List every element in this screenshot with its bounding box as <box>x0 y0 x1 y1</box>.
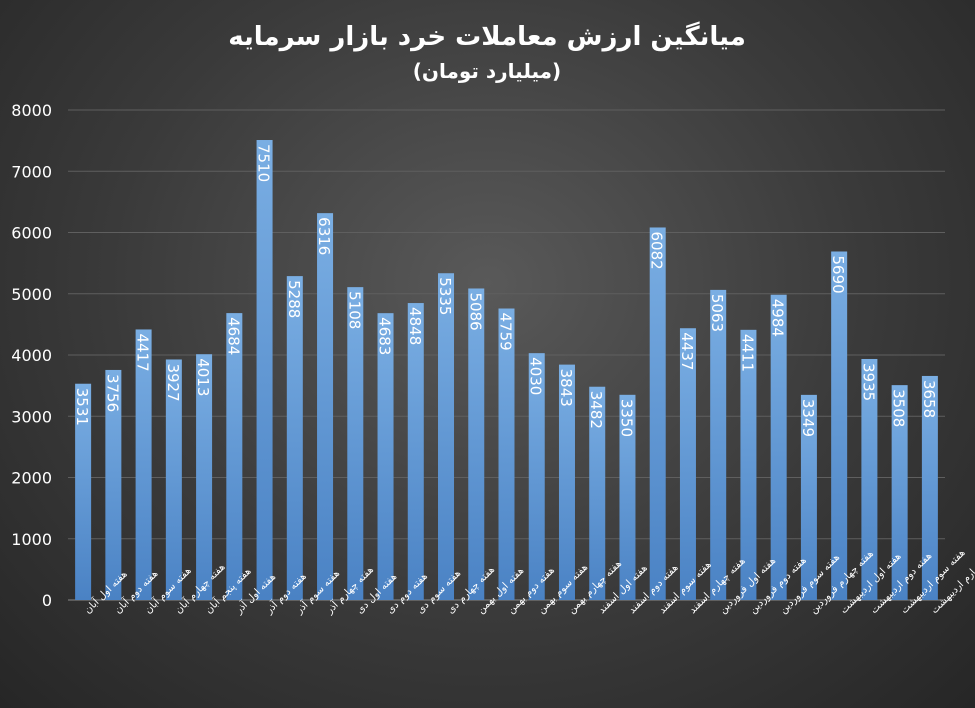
y-tick-label: 6000 <box>11 224 52 243</box>
data-label: 4848 <box>406 307 424 345</box>
bar <box>679 328 696 600</box>
data-label: 3658 <box>920 380 938 418</box>
data-label: 3482 <box>587 391 605 429</box>
bar <box>528 353 545 600</box>
data-label: 4013 <box>194 358 212 396</box>
data-label: 3843 <box>557 369 575 407</box>
data-label: 6082 <box>648 231 666 269</box>
bar <box>75 383 92 600</box>
bar <box>317 213 334 600</box>
bar <box>861 358 878 600</box>
bar <box>347 287 364 600</box>
bar <box>105 369 122 600</box>
data-label: 4759 <box>497 313 515 351</box>
data-label: 4030 <box>527 357 545 395</box>
data-label: 4417 <box>134 333 152 371</box>
chart-title: میانگین ارزش معاملات خرد بازار سرمایه <box>228 21 746 52</box>
data-label: 3935 <box>859 363 877 401</box>
bar <box>468 288 485 600</box>
y-tick-label: 4000 <box>11 346 52 365</box>
data-label: 4683 <box>376 317 394 355</box>
data-label: 5063 <box>708 294 726 332</box>
data-label: 4984 <box>769 299 787 337</box>
bar <box>800 394 817 600</box>
y-tick-label: 0 <box>42 591 52 610</box>
chart-subtitle: (میلیارد تومان) <box>413 59 561 83</box>
bar <box>921 375 938 600</box>
bar <box>226 313 243 600</box>
bar <box>256 140 273 600</box>
y-tick-label: 8000 <box>11 101 52 120</box>
bar <box>710 289 727 600</box>
data-label: 5335 <box>436 277 454 315</box>
data-label: 3756 <box>103 374 121 412</box>
y-tick-label: 5000 <box>11 285 52 304</box>
data-label: 4411 <box>738 334 756 372</box>
data-label: 3350 <box>617 399 635 437</box>
bar <box>286 276 303 600</box>
bar <box>407 303 424 600</box>
data-label: 5690 <box>829 255 847 293</box>
y-tick-label: 2000 <box>11 469 52 488</box>
data-label: 4437 <box>678 332 696 370</box>
y-tick-label: 3000 <box>11 407 52 426</box>
bar <box>740 329 757 600</box>
y-tick-label: 1000 <box>11 530 52 549</box>
bar <box>831 251 848 601</box>
bar <box>377 313 394 600</box>
bar <box>558 364 575 600</box>
bar <box>438 273 455 600</box>
bar <box>498 308 515 600</box>
data-label: 4684 <box>224 317 242 355</box>
bar <box>589 386 606 600</box>
data-label: 7510 <box>255 144 273 182</box>
data-label: 3508 <box>890 389 908 427</box>
bar <box>165 359 182 600</box>
bar <box>619 394 636 600</box>
bar <box>649 227 666 601</box>
data-label: 5108 <box>345 291 363 329</box>
bar <box>196 354 213 600</box>
data-label: 6316 <box>315 217 333 255</box>
data-label: 5086 <box>466 292 484 330</box>
bar <box>891 385 908 600</box>
bar <box>770 294 787 600</box>
bar <box>135 329 152 600</box>
data-label: 5288 <box>285 280 303 318</box>
data-label: 3531 <box>73 388 91 426</box>
y-tick-label: 7000 <box>11 162 52 181</box>
data-label: 3927 <box>164 363 182 401</box>
data-label: 3349 <box>799 399 817 437</box>
